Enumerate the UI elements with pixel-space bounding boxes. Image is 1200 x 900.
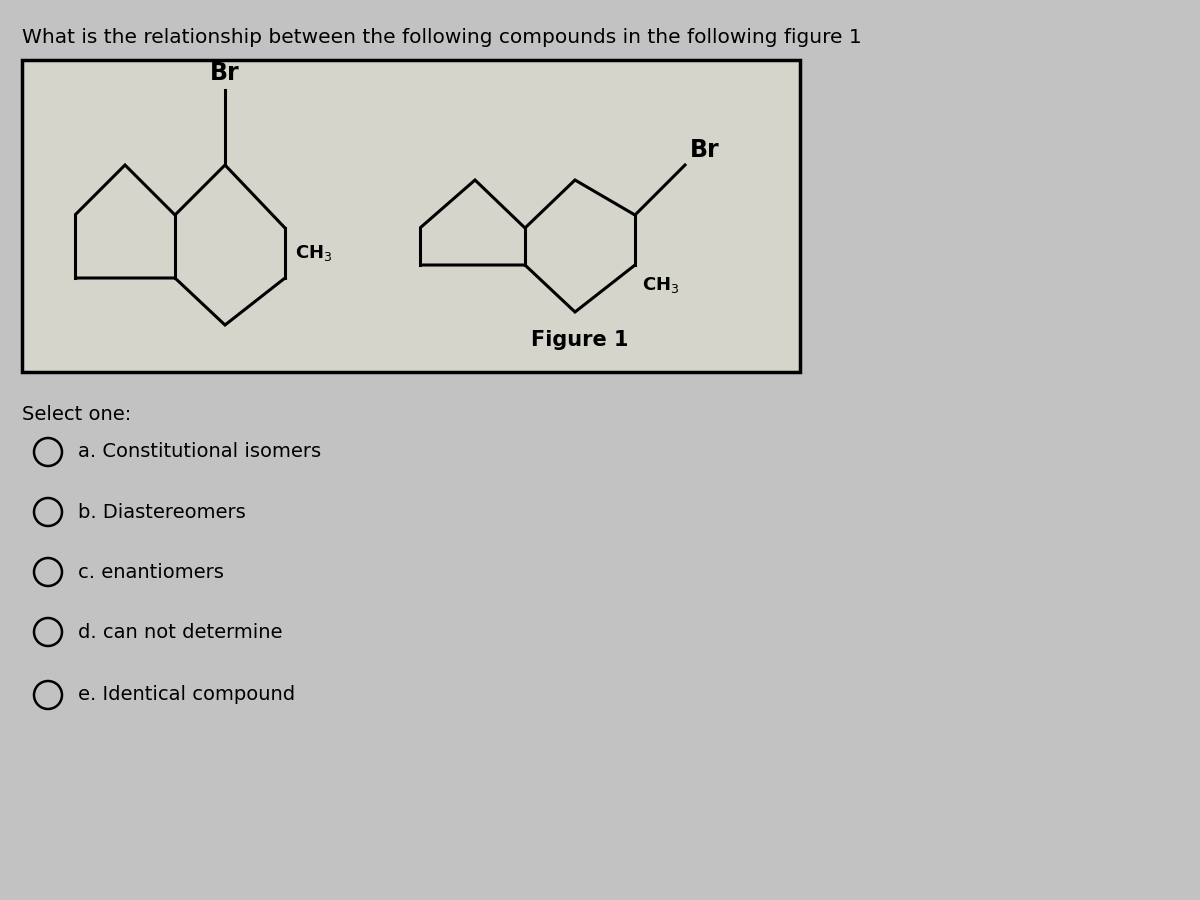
Text: a. Constitutional isomers: a. Constitutional isomers [78,443,322,462]
Text: d. can not determine: d. can not determine [78,623,282,642]
Text: e. Identical compound: e. Identical compound [78,686,295,705]
Text: c. enantiomers: c. enantiomers [78,562,224,581]
Text: CH$_3$: CH$_3$ [642,275,679,295]
Text: b. Diastereomers: b. Diastereomers [78,502,246,521]
Text: Br: Br [210,61,240,85]
Bar [22,60,800,372]
Text: Br: Br [690,138,720,162]
Text: CH$_3$: CH$_3$ [295,243,332,263]
Text: What is the relationship between the following compounds in the following figure: What is the relationship between the fol… [22,28,862,47]
Text: Figure 1: Figure 1 [532,330,629,350]
Text: Select one:: Select one: [22,405,131,424]
